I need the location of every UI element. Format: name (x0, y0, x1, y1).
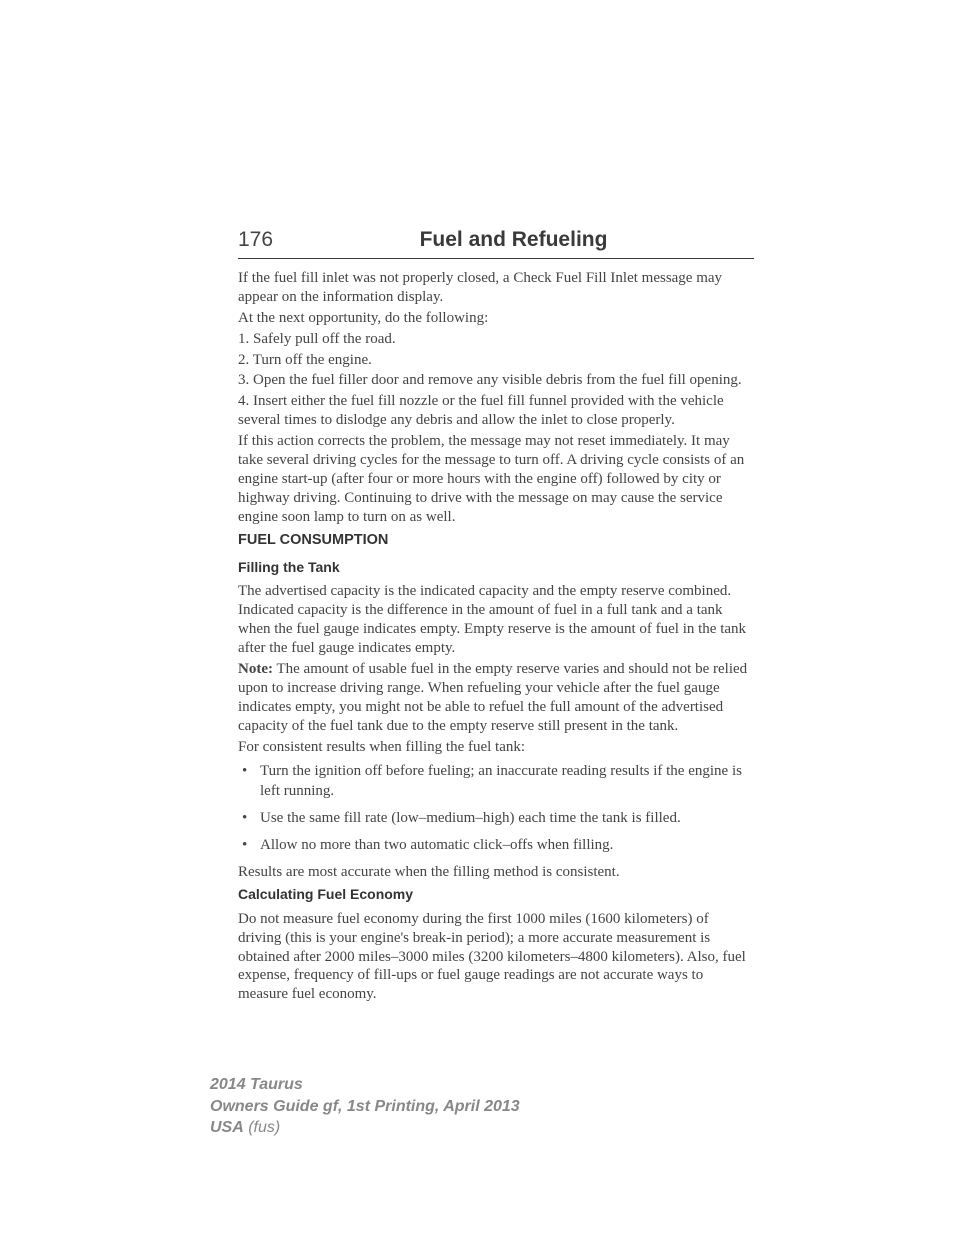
footer-line: 2014 Taurus (210, 1074, 520, 1096)
body-column: If the fuel fill inlet was not properly … (238, 269, 754, 1004)
paragraph: Do not measure fuel economy during the f… (238, 910, 754, 1004)
step-item: 3. Open the fuel filler door and remove … (238, 371, 754, 390)
page-footer: 2014 Taurus Owners Guide gf, 1st Printin… (210, 1074, 520, 1139)
paragraph: If this action corrects the problem, the… (238, 432, 754, 526)
footer-line: Owners Guide gf, 1st Printing, April 201… (210, 1096, 520, 1118)
list-item: Turn the ignition off before fueling; an… (238, 762, 754, 800)
paragraph: For consistent results when filling the … (238, 738, 754, 757)
note-paragraph: Note: The amount of usable fuel in the e… (238, 660, 754, 736)
paragraph: Results are most accurate when the filli… (238, 863, 754, 882)
footer-country: USA (210, 1119, 244, 1136)
footer-suffix: (fus) (244, 1119, 280, 1136)
page-content: 176 Fuel and Refueling If the fuel fill … (0, 0, 954, 1004)
note-text: The amount of usable fuel in the empty r… (238, 661, 747, 734)
chapter-title: Fuel and Refueling (273, 228, 754, 252)
note-label: Note: (238, 661, 273, 677)
paragraph: At the next opportunity, do the followin… (238, 309, 754, 328)
page-number: 176 (238, 228, 273, 252)
page-header: 176 Fuel and Refueling (238, 228, 754, 259)
footer-line: USA (fus) (210, 1117, 520, 1139)
section-heading-fuel-consumption: FUEL CONSUMPTION (238, 531, 754, 549)
list-item: Allow no more than two automatic click–o… (238, 836, 754, 855)
step-item: 4. Insert either the fuel fill nozzle or… (238, 392, 754, 430)
sub-heading-calc-economy: Calculating Fuel Economy (238, 886, 754, 904)
sub-heading-filling-tank: Filling the Tank (238, 559, 754, 577)
list-item: Use the same fill rate (low–medium–high)… (238, 809, 754, 828)
bullet-list: Turn the ignition off before fueling; an… (238, 762, 754, 855)
paragraph: If the fuel fill inlet was not properly … (238, 269, 754, 307)
paragraph: The advertised capacity is the indicated… (238, 582, 754, 658)
step-item: 2. Turn off the engine. (238, 351, 754, 370)
step-item: 1. Safely pull off the road. (238, 330, 754, 349)
